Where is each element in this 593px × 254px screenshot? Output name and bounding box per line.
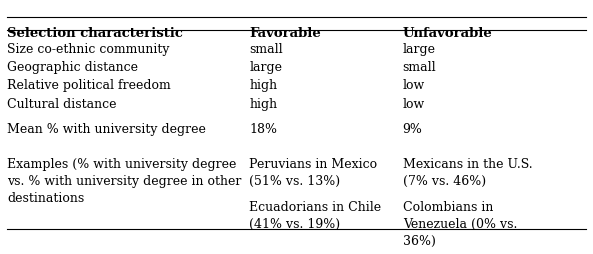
Text: low: low bbox=[403, 80, 425, 92]
Text: Mexicans in the U.S.
(7% vs. 46%): Mexicans in the U.S. (7% vs. 46%) bbox=[403, 157, 533, 187]
Text: Geographic distance: Geographic distance bbox=[7, 61, 138, 74]
Text: Colombians in
Venezuela (0% vs.
36%): Colombians in Venezuela (0% vs. 36%) bbox=[403, 201, 517, 248]
Text: small: small bbox=[249, 43, 283, 56]
Text: Peruvians in Mexico
(51% vs. 13%): Peruvians in Mexico (51% vs. 13%) bbox=[249, 157, 377, 187]
Text: Selection characteristic: Selection characteristic bbox=[7, 27, 183, 40]
Text: Ecuadorians in Chile
(41% vs. 19%): Ecuadorians in Chile (41% vs. 19%) bbox=[249, 201, 381, 231]
Text: low: low bbox=[403, 98, 425, 111]
Text: small: small bbox=[403, 61, 436, 74]
Text: Mean % with university degree: Mean % with university degree bbox=[7, 123, 206, 136]
Text: Size co-ethnic community: Size co-ethnic community bbox=[7, 43, 170, 56]
Text: high: high bbox=[249, 98, 278, 111]
Text: 18%: 18% bbox=[249, 123, 278, 136]
Text: Unfavorable: Unfavorable bbox=[403, 27, 493, 40]
Text: high: high bbox=[249, 80, 278, 92]
Text: large: large bbox=[249, 61, 282, 74]
Text: Examples (% with university degree
vs. % with university degree in other
destina: Examples (% with university degree vs. %… bbox=[7, 157, 242, 204]
Text: 9%: 9% bbox=[403, 123, 423, 136]
Text: Relative political freedom: Relative political freedom bbox=[7, 80, 171, 92]
Text: large: large bbox=[403, 43, 436, 56]
Text: Cultural distance: Cultural distance bbox=[7, 98, 117, 111]
Text: Favorable: Favorable bbox=[249, 27, 321, 40]
